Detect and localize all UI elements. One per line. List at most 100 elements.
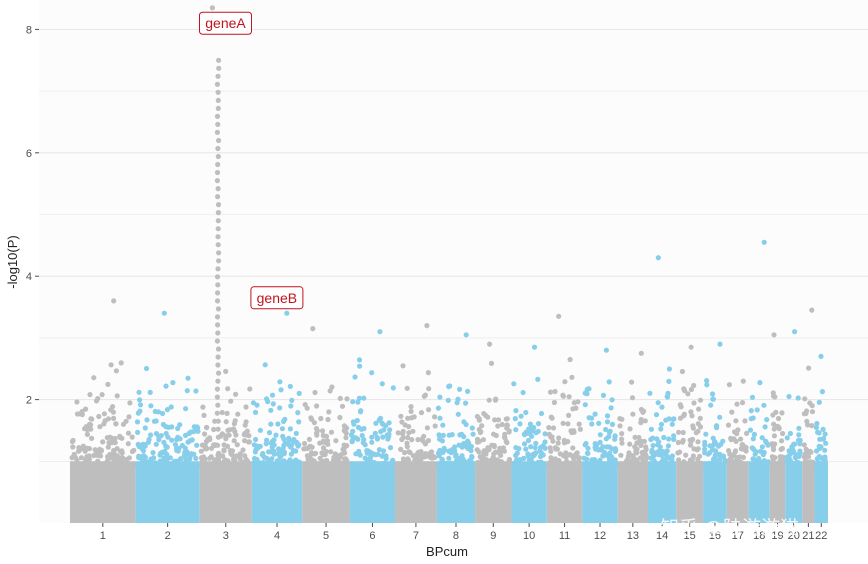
data-point bbox=[406, 424, 412, 430]
data-point bbox=[324, 433, 330, 439]
data-point bbox=[476, 416, 482, 422]
data-point bbox=[816, 453, 822, 460]
data-point bbox=[439, 457, 445, 463]
data-point bbox=[638, 438, 644, 444]
data-point bbox=[532, 445, 538, 451]
data-point bbox=[221, 458, 227, 465]
data-point bbox=[100, 439, 106, 445]
data-point bbox=[613, 461, 619, 467]
data-point bbox=[604, 444, 610, 450]
data-point bbox=[685, 391, 691, 397]
data-point bbox=[406, 430, 412, 436]
data-point bbox=[169, 437, 175, 443]
data-point bbox=[704, 382, 710, 388]
data-point bbox=[486, 397, 492, 403]
data-point bbox=[161, 455, 167, 461]
data-point bbox=[531, 425, 537, 431]
point-band bbox=[475, 461, 512, 523]
data-point bbox=[813, 462, 820, 468]
data-point bbox=[677, 449, 683, 455]
data-point bbox=[618, 452, 624, 458]
data-point bbox=[184, 462, 190, 468]
data-point bbox=[531, 451, 537, 458]
x-tick-label: 19 bbox=[771, 530, 783, 542]
data-point bbox=[117, 464, 123, 470]
data-point bbox=[562, 379, 568, 385]
data-point bbox=[546, 431, 552, 437]
data-point bbox=[339, 403, 346, 409]
data-point bbox=[302, 446, 308, 452]
data-point bbox=[556, 435, 562, 441]
data-point bbox=[356, 395, 362, 401]
data-point bbox=[466, 463, 472, 469]
data-point bbox=[683, 452, 689, 458]
data-point bbox=[185, 439, 191, 445]
data-point bbox=[541, 464, 547, 470]
data-point bbox=[775, 415, 782, 422]
data-point bbox=[137, 397, 143, 403]
y-axis-ticks: 2 4 6 8 bbox=[26, 24, 39, 407]
data-point bbox=[124, 456, 130, 463]
data-point bbox=[521, 441, 528, 447]
data-point bbox=[792, 441, 798, 447]
watermark: 知乎 @陆游游猫 bbox=[660, 517, 799, 539]
data-point bbox=[548, 414, 554, 420]
data-point bbox=[386, 420, 392, 426]
data-point bbox=[440, 432, 446, 438]
data-point bbox=[726, 448, 732, 454]
data-point bbox=[609, 421, 616, 427]
data-point bbox=[822, 447, 828, 453]
data-point bbox=[571, 463, 578, 470]
data-point bbox=[436, 461, 442, 467]
data-point bbox=[790, 449, 796, 455]
data-point bbox=[98, 447, 104, 453]
data-point bbox=[461, 419, 467, 425]
data-point bbox=[277, 379, 283, 385]
data-point bbox=[734, 401, 740, 407]
data-point bbox=[607, 463, 614, 469]
data-point bbox=[167, 455, 173, 461]
data-point bbox=[538, 460, 544, 466]
data-point bbox=[221, 447, 227, 453]
data-point bbox=[699, 460, 705, 466]
data-point bbox=[214, 113, 221, 119]
data-point bbox=[786, 453, 792, 459]
data-point bbox=[803, 446, 809, 452]
data-point bbox=[634, 457, 640, 463]
data-point bbox=[203, 439, 209, 445]
data-point bbox=[535, 376, 541, 382]
data-point bbox=[380, 434, 386, 440]
data-point bbox=[357, 363, 363, 369]
data-point bbox=[517, 421, 523, 427]
data-point bbox=[175, 425, 181, 432]
data-point bbox=[243, 404, 249, 410]
data-point bbox=[386, 433, 392, 439]
data-point bbox=[634, 440, 640, 446]
data-point bbox=[112, 440, 118, 446]
data-point bbox=[729, 409, 735, 415]
data-point bbox=[101, 421, 107, 427]
data-point bbox=[287, 457, 293, 463]
data-point bbox=[481, 411, 487, 417]
data-point bbox=[575, 454, 581, 460]
data-point bbox=[104, 435, 110, 441]
data-point bbox=[691, 382, 697, 389]
data-point bbox=[704, 378, 710, 384]
data-point bbox=[784, 435, 790, 441]
data-point bbox=[220, 453, 226, 459]
data-point bbox=[576, 421, 582, 427]
data-point bbox=[399, 419, 405, 425]
data-point bbox=[695, 439, 701, 445]
data-point bbox=[479, 423, 485, 429]
data-point bbox=[495, 423, 501, 429]
data-point bbox=[379, 453, 385, 459]
data-point bbox=[483, 457, 489, 463]
data-point bbox=[304, 405, 310, 411]
data-point bbox=[461, 440, 467, 447]
data-point bbox=[632, 444, 638, 450]
data-point bbox=[567, 452, 573, 458]
data-point bbox=[688, 386, 695, 393]
data-point bbox=[408, 404, 414, 410]
data-point bbox=[823, 440, 829, 446]
data-point bbox=[710, 396, 716, 402]
